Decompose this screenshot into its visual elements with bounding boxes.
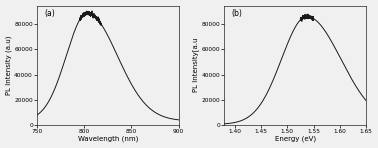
X-axis label: Energy (eV): Energy (eV): [275, 136, 316, 142]
Y-axis label: PL Intensity (a.u): PL Intensity (a.u): [6, 35, 12, 95]
X-axis label: Wavelength (nm): Wavelength (nm): [77, 136, 138, 142]
Y-axis label: PL Intensity[a.u: PL Intensity[a.u: [193, 38, 199, 92]
Text: (a): (a): [44, 9, 55, 18]
Text: (b): (b): [231, 9, 242, 18]
